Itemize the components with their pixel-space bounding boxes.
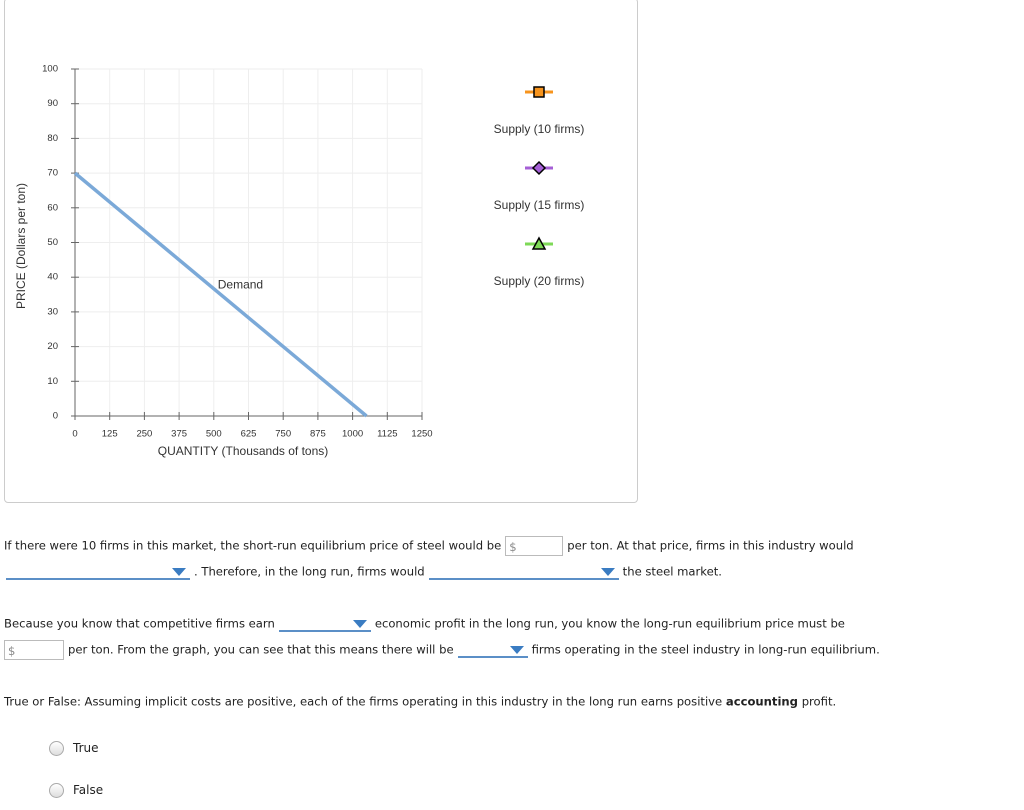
text: economic profit in the long run, you kno… [374,616,845,631]
dropdown[interactable] [428,564,619,580]
y-tick-label: 0 [53,411,58,422]
y-tick-label: 90 [47,98,58,109]
x-tick-label: 1000 [342,429,363,440]
text: firms operating in the steel industry in… [531,642,880,657]
x-tick-label: 1125 [377,429,397,440]
option-label: True [73,741,99,755]
legend-label: Supply (15 firms) [494,198,585,212]
x-axis-label: QUANTITY (Thousands of tons) [158,444,329,458]
y-tick-label: 40 [47,272,58,283]
dropdown[interactable] [457,642,528,658]
question1-line2: . Therefore, in the long run, firms woul… [4,561,722,581]
text: If there were 10 firms in this market, t… [4,538,502,553]
x-tick-label: 375 [171,429,187,440]
x-tick-label: 125 [102,429,118,440]
y-tick-label: 10 [47,376,58,387]
demand-line [73,171,368,418]
text: profit. [801,694,837,709]
question1-line1: If there were 10 firms in this market, t… [4,535,854,556]
legend-label: Supply (10 firms) [494,122,585,136]
legend-marker [533,86,545,98]
x-tick-label: 1250 [411,429,432,440]
x-tick-label: 250 [136,429,152,440]
y-tick-label: 30 [47,306,58,317]
y-axis-label: PRICE (Dollars per ton) [14,183,28,309]
legend-label: Supply (20 firms) [494,274,585,288]
text: True or False: Assuming implicit costs a… [4,694,723,709]
text: per ton. From the graph, you can see tha… [68,642,454,657]
dropdown[interactable] [278,616,371,632]
radio-option[interactable]: False [49,781,103,799]
radio-option[interactable]: True [49,739,99,757]
y-tick-label: 50 [47,237,58,248]
x-tick-label: 875 [310,429,326,440]
legend-marker [531,160,547,176]
x-tick-label: 0 [72,429,77,440]
y-tick-label: 20 [47,341,58,352]
graph-panel: PRICE (Dollars per ton) QUANTITY (Thousa… [4,0,638,503]
question2-line2: $ per ton. From the graph, you can see th… [4,639,880,660]
radio-button[interactable] [49,741,64,756]
legend-marker [531,236,547,250]
price-input[interactable]: $ [4,639,64,660]
question2-line1: Because you know that competitive firms … [4,613,845,633]
y-tick-label: 80 [47,133,58,144]
x-tick-label: 750 [275,429,291,440]
price-input[interactable]: $ [505,535,564,556]
x-tick-label: 625 [241,429,257,440]
series-label: Demand [218,278,263,292]
text: per ton. At that price, firms in this in… [567,538,854,553]
x-tick-label: 500 [206,429,222,440]
text: the steel market. [622,564,722,579]
y-tick-label: 70 [47,168,58,179]
radio-button[interactable] [49,783,64,798]
option-label: False [73,783,104,797]
y-tick-label: 100 [42,64,58,75]
chart: PRICE (Dollars per ton) QUANTITY (Thousa… [14,64,585,459]
text: . Therefore, in the long run, firms woul… [194,564,425,579]
dropdown[interactable] [6,564,190,580]
y-tick-label: 60 [47,202,58,213]
emphasis: accounting [725,694,798,709]
question3-line: True or False: Assuming implicit costs a… [4,691,836,711]
text: Because you know that competitive firms … [4,616,275,631]
